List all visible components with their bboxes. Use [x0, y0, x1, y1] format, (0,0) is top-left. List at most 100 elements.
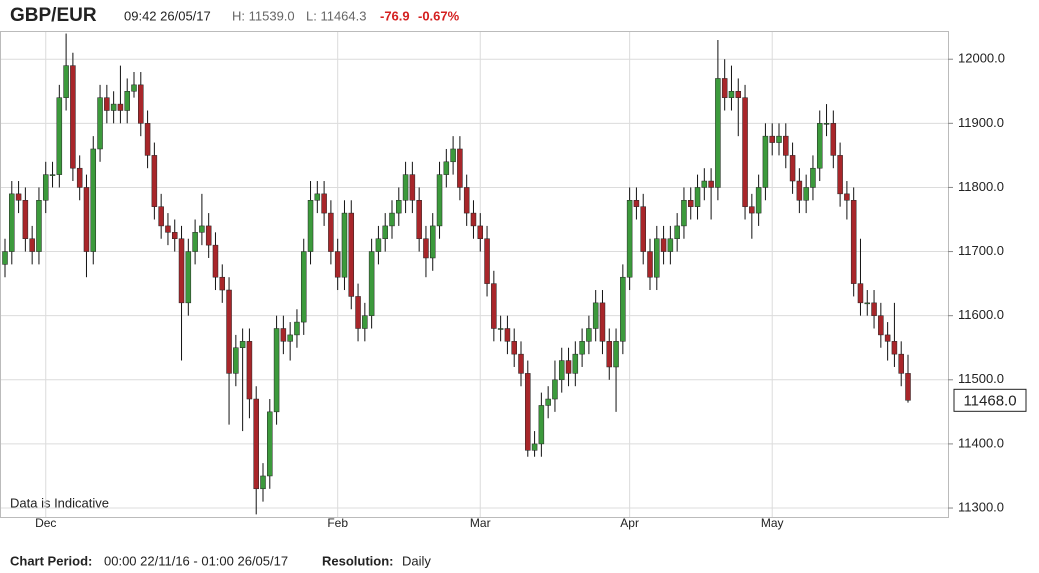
candle-body [423, 238, 429, 259]
candle-body [389, 212, 395, 227]
candle-body [884, 334, 891, 342]
candle-body [294, 321, 300, 336]
candle-body [504, 328, 511, 342]
candle-body [226, 289, 232, 374]
candle-body [844, 193, 850, 201]
candle-body [789, 155, 796, 182]
candle-body [715, 78, 721, 188]
x-tick-label: Apr [620, 516, 639, 530]
candle-body [667, 238, 674, 252]
candle-body [246, 341, 253, 400]
candle-body [15, 193, 22, 201]
low: L: 11464.3 [306, 8, 366, 23]
plot-frame [0, 31, 949, 518]
candle-body [518, 353, 524, 374]
candle-body [396, 200, 402, 214]
candle-body [647, 251, 653, 278]
candle-body [599, 302, 606, 342]
candle-body [287, 334, 293, 342]
candle-body [891, 341, 898, 355]
y-tick-label: 12000.0 [958, 51, 1005, 66]
candle-body [29, 238, 35, 252]
candle-body [558, 360, 565, 381]
candle-body [300, 251, 307, 323]
candle-body [755, 187, 762, 214]
candle-body [660, 238, 667, 252]
y-tick-label: 11500.0 [958, 371, 1004, 386]
candle-body [205, 225, 212, 246]
candle-body [314, 193, 321, 201]
x-tick-label: May [761, 516, 784, 530]
candle-body [355, 296, 361, 329]
candle-body [165, 225, 171, 233]
candle-body [212, 244, 219, 278]
last-price-box [953, 388, 1027, 412]
candle-body [687, 200, 694, 207]
candle-body [2, 251, 8, 265]
candle-body [640, 206, 646, 252]
candle-body [362, 315, 368, 329]
symbol: GBP/EUR [10, 5, 97, 26]
candle-body [42, 174, 49, 201]
candle-body [803, 187, 809, 201]
candle-body [56, 97, 63, 175]
candle-body [735, 91, 742, 98]
candle-body [409, 174, 416, 201]
candle-body [857, 283, 864, 304]
candle-body [579, 341, 585, 355]
candle-body [878, 315, 884, 336]
candle-body [850, 200, 857, 284]
candle-body [606, 341, 613, 368]
candle-body [185, 251, 192, 304]
period-label: Chart Period: [10, 553, 92, 568]
candle-body [450, 148, 456, 163]
resolution: Daily [402, 553, 431, 568]
candle-body [429, 225, 436, 259]
y-tick-label: 11400.0 [958, 435, 1004, 450]
annotation: Data is Indicative [10, 495, 109, 510]
candle-body [90, 148, 97, 252]
candle-body [728, 91, 735, 98]
candle-body [328, 212, 334, 252]
candle-body [796, 180, 803, 201]
candle-body [267, 411, 273, 477]
candle-body [436, 174, 443, 227]
candle-body [375, 238, 382, 252]
time: 09:42 26/05/17 [124, 8, 211, 23]
candle-body [443, 161, 450, 175]
y-tick-label: 11300.0 [958, 499, 1004, 514]
y-tick-label: 11700.0 [958, 243, 1004, 258]
candle-body [124, 91, 130, 111]
x-tick-label: Dec [35, 516, 56, 530]
candle-body [837, 155, 843, 195]
last-price: 11468.0 [963, 392, 1016, 409]
candle-body [864, 302, 871, 305]
candle-body [348, 212, 355, 297]
candle-body [273, 328, 280, 413]
candle-body [491, 283, 497, 329]
candle-body [613, 341, 619, 368]
candle-body [144, 123, 151, 156]
candle-body [470, 212, 477, 227]
y-tick-label: 11600.0 [958, 307, 1004, 322]
candle-body [633, 200, 640, 207]
candle-body [538, 405, 545, 445]
candle-body [545, 398, 551, 406]
candle-body [708, 180, 714, 188]
candle-body [382, 225, 388, 239]
candle-body [239, 341, 246, 348]
candle-body [484, 238, 490, 284]
candle-body [823, 123, 830, 125]
candle-body [233, 347, 239, 374]
candle-body [565, 360, 572, 374]
candle-body [830, 123, 837, 156]
candle-body [138, 84, 144, 124]
candle-body [416, 200, 422, 239]
y-tick-label: 11800.0 [958, 179, 1004, 194]
candle-body [9, 193, 15, 252]
candle-body [816, 123, 823, 169]
candle-body [171, 232, 178, 239]
candle-body [749, 206, 755, 214]
candle-body [681, 200, 687, 227]
candle-body [158, 206, 164, 227]
